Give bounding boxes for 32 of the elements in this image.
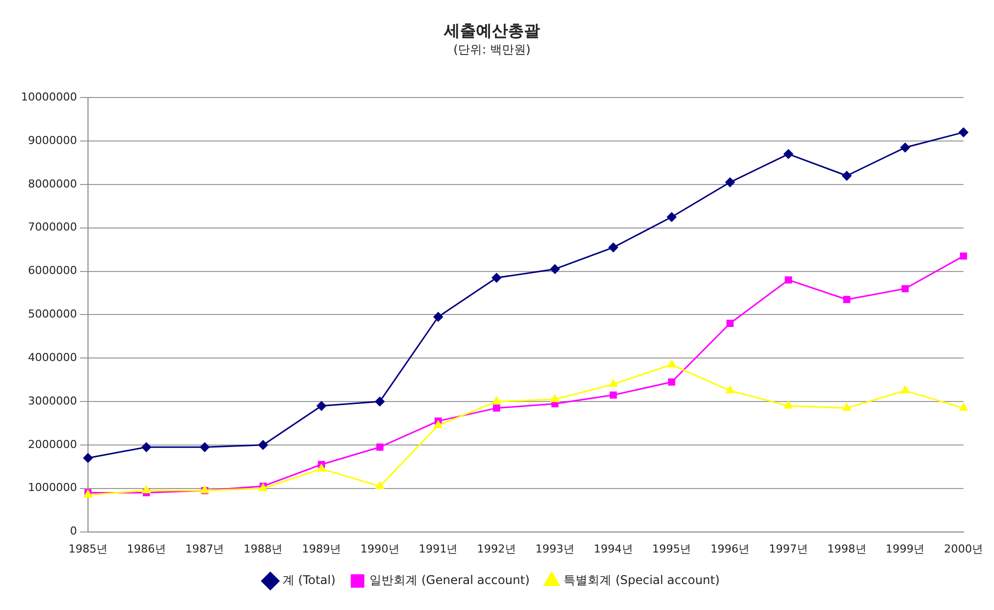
y-tick-label: 5000000 — [28, 308, 77, 321]
x-tick-label: 1996년 — [710, 542, 750, 556]
x-tick-label: 1990년 — [360, 542, 400, 556]
y-tick-label: 0 — [70, 524, 77, 538]
y-tick-label: 9000000 — [28, 134, 77, 147]
x-tick-label: 1993년 — [535, 542, 574, 556]
chart-subtitle: (단위: 백만원) — [453, 42, 531, 57]
x-tick-label: 1989년 — [302, 542, 341, 556]
y-tick-label: 1000000 — [28, 481, 77, 494]
y-tick-label: 4000000 — [28, 350, 77, 364]
x-tick-label: 2000년 — [944, 542, 984, 556]
y-tick-label: 10000000 — [20, 90, 77, 104]
x-tick-label: 1997년 — [768, 542, 808, 556]
x-tick-label: 1987년 — [185, 542, 224, 556]
x-tick-label: 1991년 — [418, 542, 458, 556]
x-tick-label: 1994년 — [594, 542, 633, 556]
y-tick-label: 3000000 — [28, 394, 77, 408]
legend-label: 일반회계 (General account) — [370, 573, 530, 588]
y-tick-label: 6000000 — [28, 264, 77, 278]
legend-label: 계 (Total) — [282, 573, 336, 588]
x-tick-label: 1988년 — [244, 542, 283, 556]
y-tick-label: 8000000 — [28, 177, 77, 190]
x-tick-label: 1998년 — [827, 542, 866, 556]
y-tick-label: 7000000 — [28, 220, 77, 234]
chart-title: 세출예산총괄 — [443, 20, 540, 40]
y-tick-label: 2000000 — [28, 438, 77, 451]
x-tick-label: 1985년 — [68, 542, 108, 556]
x-tick-label: 1999년 — [886, 542, 925, 556]
x-tick-label: 1986년 — [126, 542, 166, 556]
legend-label: 특별회계 (Special account) — [564, 573, 720, 588]
x-tick-label: 1995년 — [652, 542, 692, 556]
x-tick-label: 1992년 — [477, 542, 516, 556]
